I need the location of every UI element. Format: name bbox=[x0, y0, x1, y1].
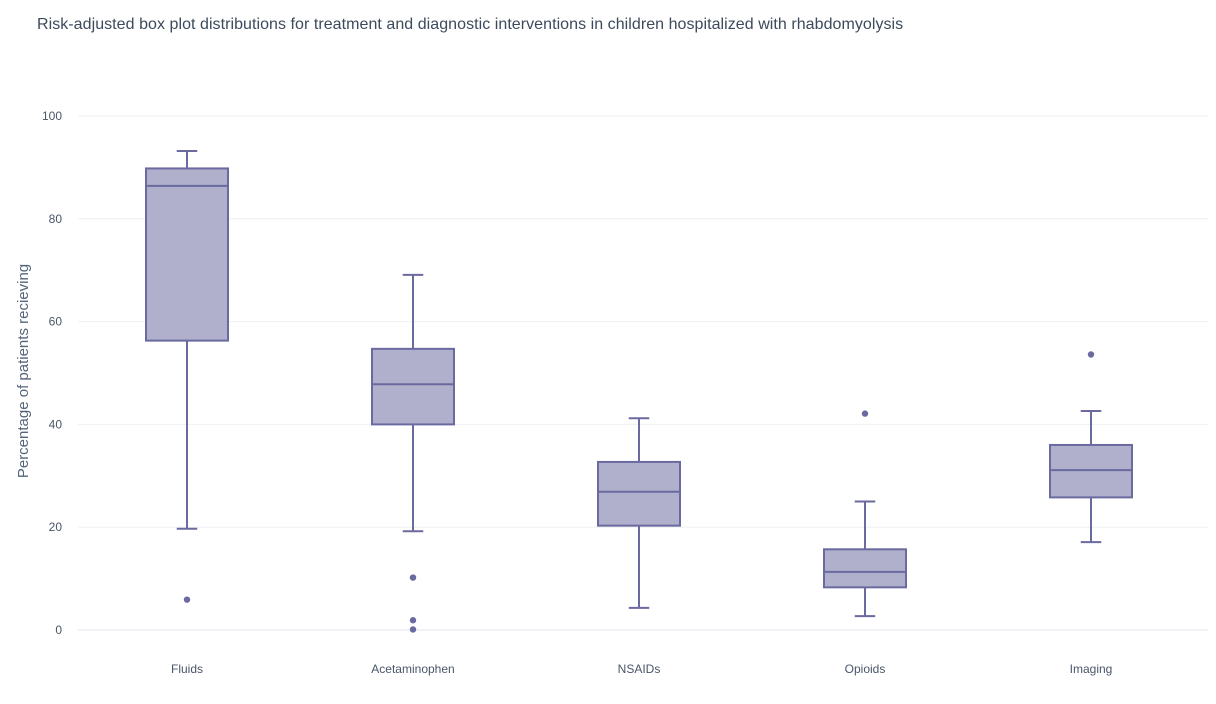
iqr-box bbox=[371, 347, 455, 426]
box-imaging bbox=[1049, 351, 1133, 544]
y-tick-label: 20 bbox=[49, 520, 63, 534]
outlier-point bbox=[1087, 351, 1095, 358]
y-tick-label: 100 bbox=[42, 109, 62, 123]
y-axis-ticks: 0 20 40 60 80 100 bbox=[42, 109, 62, 637]
x-tick-label: Acetaminophen bbox=[371, 662, 454, 676]
x-tick-label: Opioids bbox=[845, 662, 886, 676]
chart-title: Risk-adjusted box plot distributions for… bbox=[37, 16, 904, 33]
box-opioids bbox=[823, 410, 907, 618]
x-axis-ticks: Fluids Acetaminophen NSAIDs Opioids Imaging bbox=[171, 662, 1112, 676]
outlier-point bbox=[861, 410, 869, 417]
outlier-point bbox=[409, 574, 417, 581]
outlier-point bbox=[409, 626, 417, 633]
x-tick-label: Fluids bbox=[171, 662, 203, 676]
iqr-box bbox=[823, 548, 907, 589]
y-axis-title: Percentage of patients recieving bbox=[15, 264, 32, 478]
outlier-point bbox=[183, 596, 191, 603]
box-nsaids bbox=[597, 417, 681, 609]
boxes bbox=[145, 149, 1133, 633]
iqr-box bbox=[597, 460, 681, 527]
box-fluids bbox=[145, 149, 229, 603]
gridlines bbox=[78, 115, 1208, 631]
box-acetaminophen bbox=[371, 273, 455, 633]
iqr-box bbox=[145, 167, 229, 342]
x-tick-label: Imaging bbox=[1070, 662, 1113, 676]
y-tick-label: 60 bbox=[49, 315, 63, 329]
iqr-box bbox=[1049, 443, 1133, 499]
outlier-point bbox=[409, 617, 417, 624]
y-tick-label: 0 bbox=[55, 623, 62, 637]
y-tick-label: 80 bbox=[49, 212, 63, 226]
x-tick-label: NSAIDs bbox=[618, 662, 661, 676]
y-tick-label: 40 bbox=[49, 417, 63, 431]
